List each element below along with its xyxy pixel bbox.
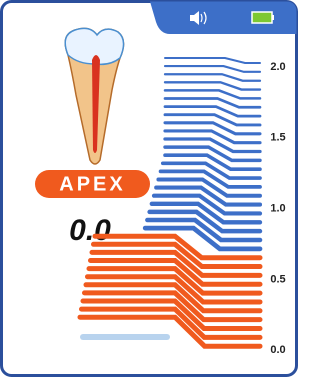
apex-locator-screen: APEX 0.0 2.01.51.00.50.0 <box>0 0 298 377</box>
badge-label: APEX <box>59 173 125 195</box>
scale-label: 2.0 <box>270 61 285 73</box>
scale-label: 0.0 <box>270 344 285 356</box>
battery-icon <box>252 12 274 23</box>
scale-label: 1.0 <box>270 203 285 215</box>
scale-label: 1.5 <box>270 132 285 144</box>
status-bar <box>150 2 297 35</box>
scale-label: 0.5 <box>270 273 285 285</box>
reference-bar <box>80 334 170 340</box>
